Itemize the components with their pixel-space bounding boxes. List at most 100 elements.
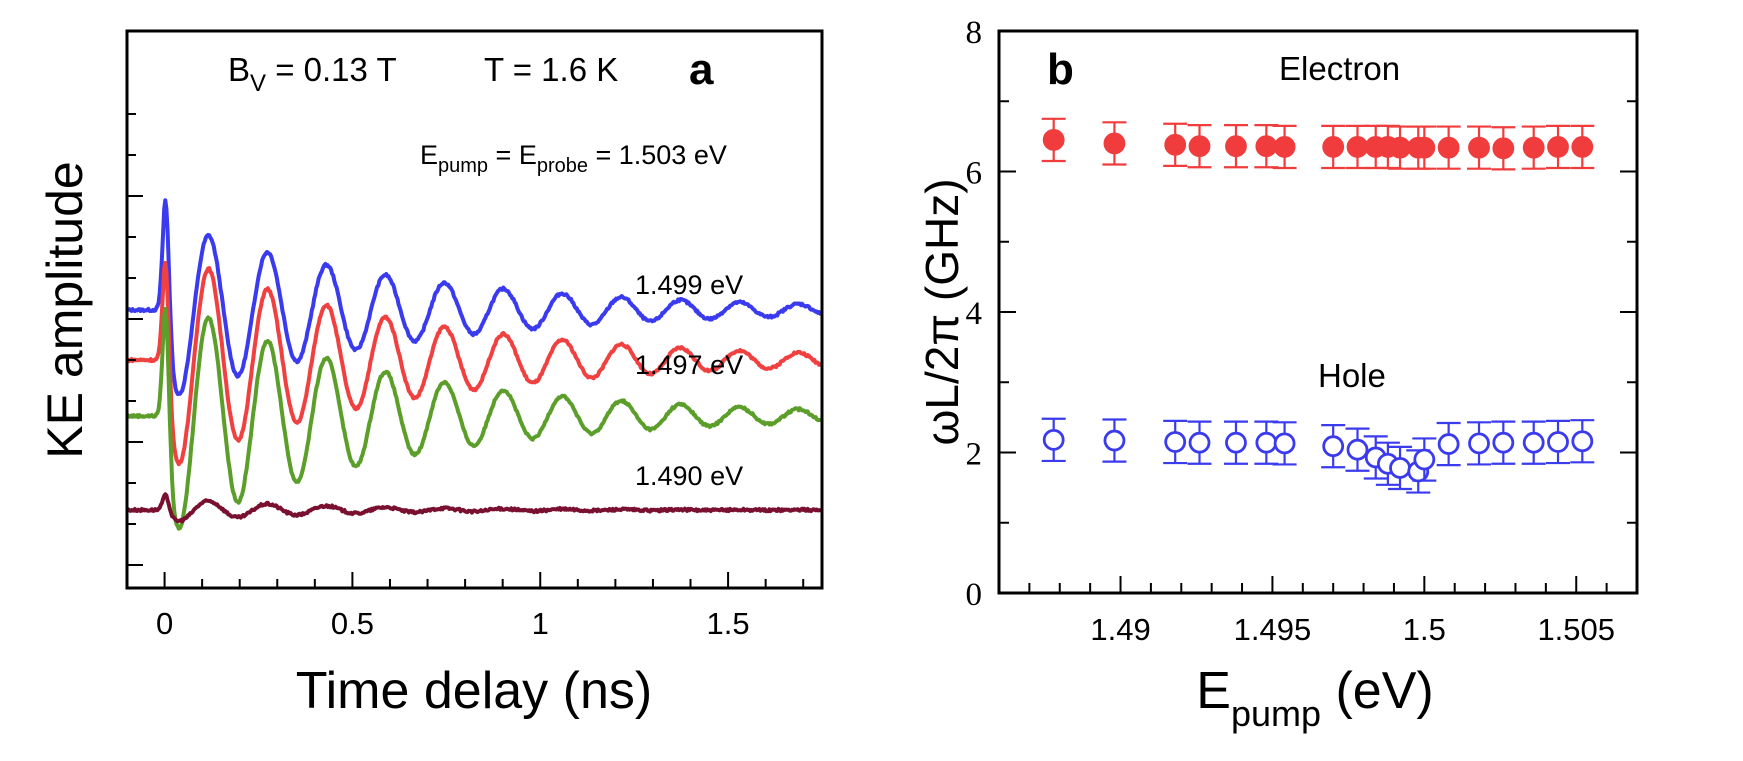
marker [1492,431,1515,454]
hole-point [1491,420,1516,465]
panel-b-xtick-labels: 1.49 1.495 1.5 1.505 [1090,612,1615,647]
marker [1164,431,1187,453]
panel-a-field-label: BV = 0.13 T [228,51,397,97]
panel-b-ytick-label: 4 [966,296,983,332]
hole-point [1041,417,1066,463]
hole-point [1546,419,1571,465]
marker [1571,430,1594,453]
marker [1255,135,1278,158]
electron-point [1321,124,1346,170]
panel-b-ytick-label: 8 [966,15,983,51]
marker [1103,132,1126,155]
hole-point [1345,427,1370,472]
marker [1103,429,1126,452]
marker [1322,435,1345,458]
electron-point [1272,124,1297,170]
electron-point [1254,124,1279,169]
marker [1389,457,1411,479]
panel-b-letter: b [1047,45,1074,94]
marker [1468,432,1490,455]
marker [1273,432,1296,455]
panel-b-ytick-label: 6 [966,156,983,192]
hole-point [1570,419,1595,464]
marker [1042,428,1065,451]
panel-a-temperature-label: T = 1.6 K [484,51,618,88]
panel-b-ytick-label: 0 [966,577,983,613]
electron-point [1467,125,1492,170]
marker [1273,136,1296,158]
marker [1437,433,1460,455]
marker [1255,431,1278,454]
electron-point [1223,124,1248,169]
marker [1571,136,1594,158]
hole-point [1521,420,1546,465]
kerr-trace-1490eV [125,492,823,524]
curve-label-1490: 1.490 eV [635,461,743,491]
electron-point [1163,122,1188,167]
panel-a-xtick-label: 1 [532,606,549,641]
electron-point [1102,121,1127,166]
panel-b-frame [997,29,1639,595]
marker [1413,136,1436,159]
marker [1322,136,1345,158]
marker [1522,136,1545,159]
electron-point [1436,125,1461,170]
electron-point [1570,124,1595,170]
marker [1225,135,1247,158]
hole-point [1321,424,1346,469]
panel-b-ticks [999,30,1637,594]
panel-b-ytick-label: 2 [966,437,983,473]
curve-label-1499: 1.499 eV [635,270,743,300]
electron-label: Electron [1279,50,1400,87]
hole-label: Hole [1318,357,1386,394]
electron-point [1521,125,1546,170]
hole-point [1187,420,1212,465]
panel-b-xtick-label: 1.49 [1090,612,1150,647]
panel-a-xtick-label: 0 [156,606,173,641]
marker [1468,136,1490,159]
hole-point [1436,421,1461,467]
panel-a-xtick-label: 1.5 [707,606,750,641]
marker [1547,431,1569,453]
panel-a: KE amplitude Time delay (ns) BV = 0.13 T… [37,29,824,720]
panel-b-ylabel: ωL/2π (GHz) [916,178,968,445]
panel-a-letter: a [689,45,714,94]
panel-b-xlabel: Epump (eV) [1196,662,1433,734]
panel-b-xtick-label: 1.495 [1234,612,1312,647]
hole-point [1102,418,1127,463]
marker [1346,438,1369,461]
kerr-trace-1503eV [126,198,823,396]
marker [1042,128,1065,151]
marker [1492,137,1515,160]
electron-point [1546,124,1571,170]
electron-point [1491,126,1516,171]
electron-point [1187,124,1212,169]
panel-a-xlabel: Time delay (ns) [296,662,652,720]
panel-b-xtick-label: 1.5 [1403,612,1446,647]
hole-point [1223,420,1248,465]
panel-a-xtick-label: 0.5 [331,606,374,641]
panel-a-xtick-labels: 0 0.5 1 1.5 [156,606,750,641]
curve-label-1497: 1.497 eV [635,350,743,380]
marker [1188,431,1211,454]
panel-b-xtick-label: 1.505 [1537,612,1615,647]
panel-a-energy-note: Epump = Eprobe = 1.503 eV [420,140,727,177]
marker [1522,431,1545,454]
panel-b-points [1041,117,1595,494]
panel-a-curves [125,198,823,531]
marker [1413,448,1436,471]
panel-a-ylabel: KE amplitude [37,161,93,458]
kerr-trace-1497eV [125,306,823,531]
marker [1547,136,1569,158]
marker [1389,136,1411,159]
marker [1164,133,1187,156]
hole-point [1467,421,1492,466]
panel-a-frame [125,29,824,590]
marker [1346,136,1369,158]
marker [1188,135,1211,158]
hole-point [1163,419,1188,465]
marker [1225,431,1247,454]
panel-b-ytick-labels: 0 2 4 6 8 [966,15,983,613]
